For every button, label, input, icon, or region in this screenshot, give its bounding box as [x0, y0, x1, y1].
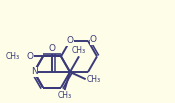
Text: O: O: [90, 35, 97, 44]
Text: CH₃: CH₃: [5, 52, 20, 61]
Text: O: O: [27, 52, 34, 61]
Text: CH₃: CH₃: [72, 46, 86, 55]
Text: N: N: [31, 67, 37, 77]
Text: CH₃: CH₃: [87, 75, 101, 84]
Text: O: O: [66, 36, 74, 45]
Text: CH₃: CH₃: [58, 91, 72, 100]
Text: O: O: [48, 44, 55, 53]
